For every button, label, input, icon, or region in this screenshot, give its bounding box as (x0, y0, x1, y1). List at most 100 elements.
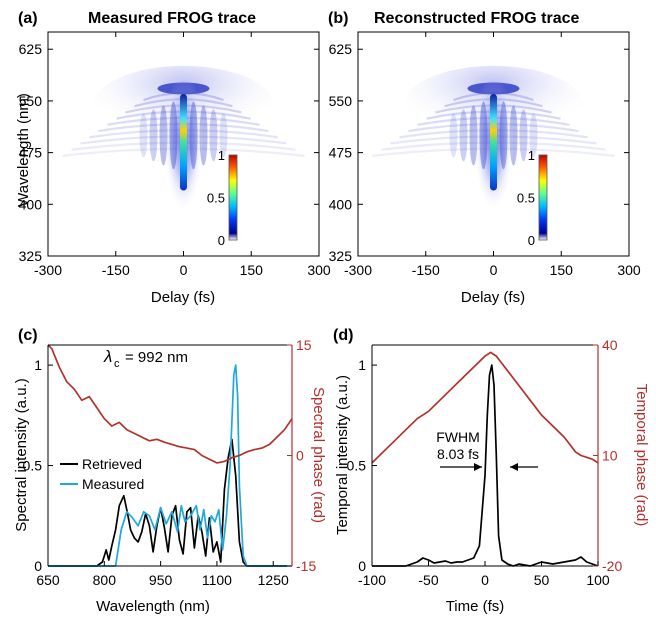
x-tick-label: 1100 (202, 572, 232, 588)
x-tick-label: 950 (149, 572, 173, 588)
x-tick-label: 50 (534, 572, 550, 588)
colorbar-tick-label: 0.5 (207, 191, 225, 206)
y-tick-label: 0.5 (23, 458, 43, 474)
fwhm-annotation: FWHM 8.03 fs (436, 429, 538, 471)
fwhm-value: 8.03 fs (437, 446, 479, 462)
trace-side-lobe (519, 109, 528, 162)
x-tick-label: -150 (102, 262, 130, 278)
y-tick-label: 400 (19, 196, 43, 212)
y-right-tick-label: -20 (602, 558, 622, 574)
colorbar: 00.51 (517, 148, 548, 248)
y-axis-right-label: Spectral phase (rad) (310, 387, 327, 523)
trace-side-lobe (219, 113, 228, 158)
lambda-subscript: c (114, 358, 120, 370)
x-tick-label: 0 (180, 262, 188, 278)
panel-b: (b) Reconstructed FROG trace -300 -150 0 15… (328, 10, 641, 306)
colorbar-tick-label: 1 (218, 148, 225, 163)
trace-side-lobe (149, 109, 158, 162)
y-tick-label: 325 (19, 248, 43, 264)
colorbar: 00.51 (207, 148, 238, 248)
trace-side-lobe (529, 113, 538, 158)
center-wavelength-annotation: λ c = 992 nm (103, 347, 188, 370)
y-right-tick-label: -15 (296, 558, 316, 574)
y-right-tick-label: 10 (602, 448, 618, 464)
legend-label-measured: Measured (82, 476, 144, 492)
x-axis-label: Delay (fs) (151, 289, 215, 306)
x-tick-label: 0 (481, 572, 489, 588)
panel-label: (a) (18, 10, 38, 27)
colorbar-tick-label: 0.5 (517, 191, 535, 206)
legend: Retrieved Measured (60, 456, 144, 492)
y-tick-label: 625 (329, 41, 353, 57)
x-tick-label: 650 (36, 572, 60, 588)
x-tick-label: -300 (34, 262, 62, 278)
y-tick-label: 475 (19, 145, 43, 161)
axes: 650 800 950 1100 1250 0 0.5 1 -15 0 15 (23, 337, 317, 588)
series-line (371, 351, 599, 464)
axes: -300 -150 0 150 300 325 400 475 550 625 (19, 31, 331, 278)
y-tick-label: 475 (329, 145, 353, 161)
y-tick-label: 1 (34, 357, 42, 373)
colorbar-tick-label: 0 (528, 233, 535, 248)
lambda-value: = 992 nm (125, 349, 188, 366)
panel-label: (c) (18, 327, 38, 344)
colorbar-tick-label: 0 (218, 233, 225, 248)
panel-c: (c) 650 800 950 1100 1250 0 0.5 1 -15 0 15 Wavelen… (13, 327, 327, 615)
y-tick-label: 400 (329, 196, 353, 212)
trace-side-lobe (449, 113, 458, 158)
x-tick-label: 800 (93, 572, 117, 588)
colorbar-tick-label: 1 (528, 148, 535, 163)
series-line (48, 438, 292, 567)
trace-core (180, 94, 187, 191)
x-tick-label: -150 (412, 262, 440, 278)
series-line (47, 344, 293, 464)
y-axis-label: Temporal intensity (a.u.) (334, 375, 351, 535)
x-axis-label: Time (fs) (446, 598, 505, 615)
axes: -100 -50 0 50 100 0 0.5 1 -20 10 40 (347, 337, 623, 588)
trace-side-lobe (139, 113, 148, 158)
colorbar-bar (538, 154, 548, 241)
heatmap-image (62, 65, 305, 213)
panel-a: (a) Measured FROG trace -300 -150 0 150 300 3… (15, 10, 331, 306)
x-tick-label: 150 (240, 262, 264, 278)
panel-label: (b) (328, 10, 348, 27)
fwhm-label: FWHM (436, 429, 480, 445)
x-tick-label: -300 (344, 262, 372, 278)
panel-title: Measured FROG trace (88, 10, 256, 27)
series-line (372, 364, 599, 567)
y-right-tick-label: 0 (296, 448, 304, 464)
x-tick-label: 0 (490, 262, 498, 278)
y-tick-label: 325 (329, 248, 353, 264)
y-tick-label: 0 (358, 558, 366, 574)
colorbar-bar (228, 154, 238, 241)
plot-area (371, 351, 599, 567)
y-tick-label: 625 (19, 41, 43, 57)
x-tick-label: 150 (550, 262, 574, 278)
series-line (48, 364, 292, 567)
trace-side-lobe (209, 109, 218, 162)
x-axis-label: Wavelength (nm) (96, 598, 210, 615)
legend-label-retrieved: Retrieved (82, 456, 142, 472)
x-tick-label: 300 (617, 262, 641, 278)
y-tick-label: 550 (19, 93, 43, 109)
y-right-tick-label: 40 (602, 337, 618, 353)
y-tick-label: 0.5 (347, 458, 367, 474)
plot-area (47, 344, 293, 567)
panel-label: (d) (333, 327, 353, 344)
x-tick-label: 1250 (258, 572, 289, 588)
y-tick-label: 0 (34, 558, 42, 574)
y-right-tick-label: 15 (296, 337, 312, 353)
y-axis-label: Spectral intensity (a.u.) (13, 378, 30, 531)
trace-side-lobe (459, 109, 468, 162)
y-axis-label: Wavelength (nm) (15, 93, 32, 207)
y-tick-label: 550 (329, 93, 353, 109)
x-tick-label: 300 (307, 262, 331, 278)
x-tick-label: 100 (586, 572, 610, 588)
x-tick-label: -50 (418, 572, 438, 588)
fwhm-arrowhead-left (474, 463, 482, 471)
x-axis-label: Delay (fs) (461, 289, 525, 306)
y-tick-label: 1 (358, 357, 366, 373)
trace-core (490, 94, 497, 191)
